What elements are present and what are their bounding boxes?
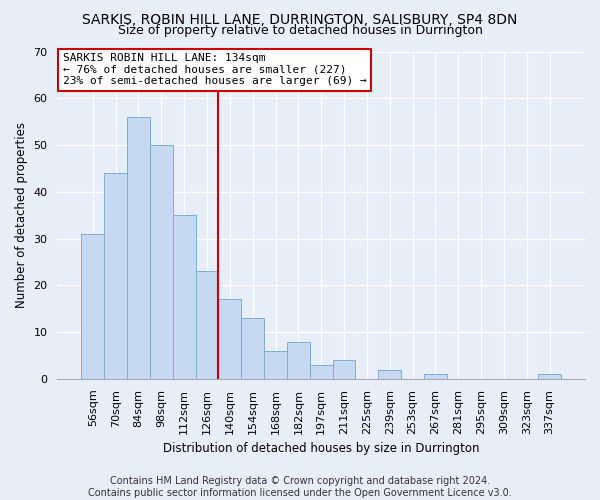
- Bar: [264, 351, 287, 379]
- Bar: [332, 360, 355, 379]
- Bar: [379, 370, 401, 379]
- Bar: [538, 374, 561, 379]
- Bar: [287, 342, 310, 379]
- X-axis label: Distribution of detached houses by size in Durrington: Distribution of detached houses by size …: [163, 442, 479, 455]
- Bar: [173, 215, 196, 379]
- Y-axis label: Number of detached properties: Number of detached properties: [15, 122, 28, 308]
- Bar: [127, 117, 150, 379]
- Text: SARKIS, ROBIN HILL LANE, DURRINGTON, SALISBURY, SP4 8DN: SARKIS, ROBIN HILL LANE, DURRINGTON, SAL…: [82, 12, 518, 26]
- Bar: [424, 374, 447, 379]
- Bar: [218, 300, 241, 379]
- Bar: [104, 173, 127, 379]
- Text: SARKIS ROBIN HILL LANE: 134sqm
← 76% of detached houses are smaller (227)
23% of: SARKIS ROBIN HILL LANE: 134sqm ← 76% of …: [62, 53, 367, 86]
- Bar: [196, 272, 218, 379]
- Bar: [82, 234, 104, 379]
- Bar: [241, 318, 264, 379]
- Text: Contains HM Land Registry data © Crown copyright and database right 2024.
Contai: Contains HM Land Registry data © Crown c…: [88, 476, 512, 498]
- Text: Size of property relative to detached houses in Durrington: Size of property relative to detached ho…: [118, 24, 482, 37]
- Bar: [150, 145, 173, 379]
- Bar: [310, 365, 332, 379]
